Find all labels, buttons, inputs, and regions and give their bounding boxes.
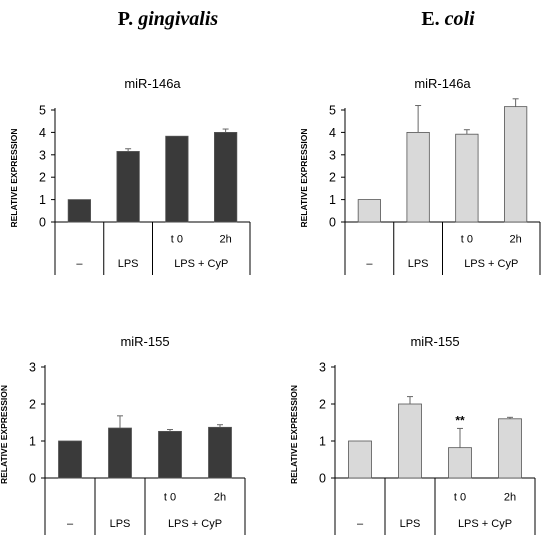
- y-tick-label: 1: [39, 193, 46, 207]
- category-label: 2h: [504, 492, 516, 504]
- bar: [158, 430, 182, 479]
- y-axis-label: RELATIVE EXPRESSION: [289, 385, 299, 484]
- y-axis-label: RELATIVE EXPRESSION: [9, 128, 19, 227]
- y-tick-label: 3: [329, 148, 336, 162]
- y-tick-label: 5: [39, 104, 46, 118]
- chart-panel-pg-mir155: miR-155 RELATIVE EXPRESSION 0 1 2 3 t 0 2h – LPS L…: [0, 334, 246, 535]
- y-tick-label: 5: [329, 104, 336, 118]
- group-label-lps: LPS: [400, 518, 421, 530]
- bar: [455, 133, 479, 223]
- y-tick-label: 0: [29, 472, 36, 486]
- bar: [165, 135, 189, 223]
- category-label: 2h: [510, 234, 522, 246]
- chart-panel-ec-mir146a: miR-146a RELATIVE EXPRESSION 0 1 2 3 4 5 t 0 2h – L…: [299, 76, 541, 275]
- group-label-lps-cyp: LPS + CyP: [458, 518, 512, 530]
- bar: [214, 131, 238, 223]
- group-label-lps-cyp: LPS + CyP: [168, 518, 222, 530]
- group-label-control: –: [76, 258, 83, 270]
- chart-title: miR-146a: [124, 76, 181, 91]
- group-label-control: –: [67, 518, 74, 530]
- bar: [67, 199, 91, 223]
- bar: [357, 199, 381, 223]
- chart-title: miR-155: [120, 334, 169, 349]
- y-tick-label: 4: [329, 126, 336, 140]
- column-title-right: E. coli: [421, 8, 475, 30]
- y-tick-label: 1: [29, 435, 36, 449]
- chart-panel-pg-mir146a: miR-146a RELATIVE EXPRESSION 0 1 2 3 4 5 t 0 2h – L…: [9, 76, 251, 275]
- group-label-lps-cyp: LPS + CyP: [174, 258, 228, 270]
- bar: [108, 427, 132, 479]
- category-label: t 0: [171, 234, 183, 246]
- significance-annotation: **: [455, 413, 465, 427]
- group-label-control: –: [357, 518, 364, 530]
- y-tick-label: 0: [39, 216, 46, 230]
- y-tick-label: 3: [29, 361, 36, 375]
- category-label: 2h: [214, 492, 226, 504]
- y-tick-label: 0: [319, 472, 326, 486]
- bar: [504, 106, 528, 223]
- bar: [58, 440, 82, 479]
- group-label-control: –: [366, 258, 373, 270]
- chart-title: miR-146a: [414, 76, 471, 91]
- category-label: t 0: [461, 234, 473, 246]
- y-tick-label: 2: [29, 398, 36, 412]
- bar: [348, 440, 372, 479]
- bar: [208, 426, 232, 479]
- category-label: 2h: [220, 234, 232, 246]
- y-axis-label: RELATIVE EXPRESSION: [0, 385, 9, 484]
- y-tick-label: 2: [329, 171, 336, 185]
- group-label-lps: LPS: [110, 518, 131, 530]
- y-tick-label: 2: [319, 398, 326, 412]
- y-tick-label: 1: [329, 193, 336, 207]
- chart-panel-ec-mir155: miR-155 RELATIVE EXPRESSION 0 1 2 3 ** t 0 2h – LP…: [289, 334, 536, 535]
- y-tick-label: 2: [39, 171, 46, 185]
- bar: [406, 131, 430, 223]
- y-axis-label: RELATIVE EXPRESSION: [299, 128, 309, 227]
- bar: [448, 447, 472, 479]
- y-tick-label: 0: [329, 216, 336, 230]
- y-tick-label: 4: [39, 126, 46, 140]
- group-label-lps-cyp: LPS + CyP: [464, 258, 518, 270]
- column-title-left: P. gingivalis: [118, 8, 219, 30]
- group-label-lps: LPS: [118, 258, 139, 270]
- category-label: t 0: [454, 492, 466, 504]
- y-tick-label: 3: [39, 148, 46, 162]
- chart-title: miR-155: [410, 334, 459, 349]
- category-label: t 0: [164, 492, 176, 504]
- bar: [116, 151, 140, 223]
- bar: [498, 418, 522, 479]
- bar: [398, 403, 422, 479]
- group-label-lps: LPS: [408, 258, 429, 270]
- y-tick-label: 3: [319, 361, 326, 375]
- y-tick-label: 1: [319, 435, 326, 449]
